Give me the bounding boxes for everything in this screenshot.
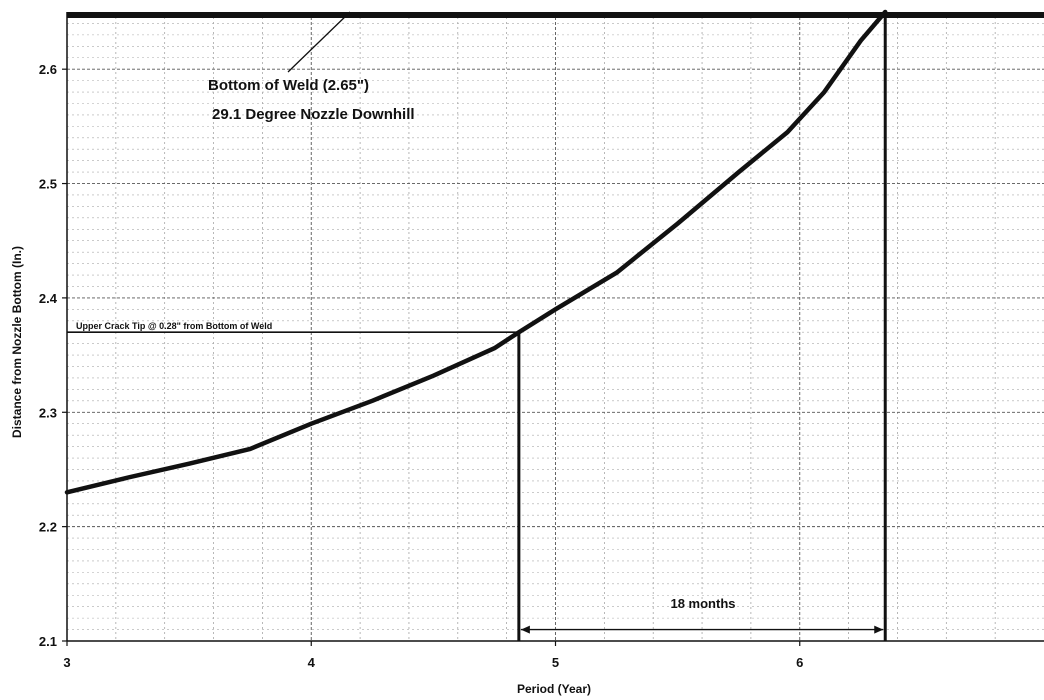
y-tick-label: 2.5 — [39, 177, 57, 192]
x-tick-label: 6 — [796, 655, 803, 670]
y-tick-label: 2.6 — [39, 62, 57, 77]
series-layer — [64, 9, 888, 495]
weld-label-leader — [287, 11, 351, 73]
x-tick-label: 3 — [63, 655, 70, 670]
nozzle-label: 29.1 Degree Nozzle Downhill — [212, 106, 415, 123]
x-tick-label: 4 — [308, 655, 316, 670]
x-axis-title: Period (Year) — [517, 682, 591, 696]
y-tick-label: 2.2 — [39, 520, 57, 535]
tick-labels: 2.1 2.2 2.3 2.4 2.5 2.6 3 4 5 6 — [39, 62, 803, 670]
interval-arrowhead-left — [520, 625, 530, 634]
interval-arrowhead-right — [874, 625, 884, 634]
series-line — [64, 9, 888, 495]
y-tick-label: 2.1 — [39, 634, 57, 649]
grid — [67, 12, 1044, 641]
y-axis-title: Distance from Nozzle Bottom (In.) — [10, 246, 24, 438]
y-tick-label: 2.4 — [39, 291, 58, 306]
weld-label: Bottom of Weld (2.65") — [208, 77, 369, 94]
interval-label: 18 months — [670, 596, 735, 611]
crack-tip-label: Upper Crack Tip @ 0.28" from Bottom of W… — [76, 321, 272, 331]
y-tick-label: 2.3 — [39, 405, 57, 420]
x-tick-label: 5 — [552, 655, 559, 670]
